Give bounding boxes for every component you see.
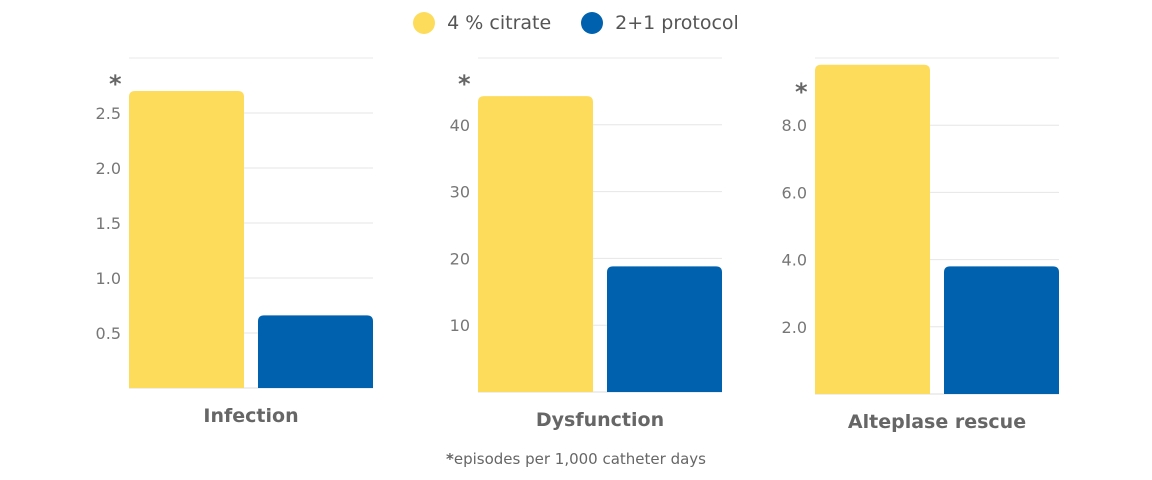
footnote: *episodes per 1,000 catheter days [0, 450, 1152, 468]
bar-protocol [607, 266, 722, 392]
footnote-text: episodes per 1,000 catheter days [453, 450, 706, 468]
legend-item-citrate[interactable]: 4 % citrate [413, 12, 551, 34]
y-tick-label: 40 [450, 116, 470, 135]
y-tick-label: 8.0 [782, 116, 807, 135]
y-tick-label: 1.0 [96, 269, 121, 288]
y-tick-label: 2.0 [96, 159, 121, 178]
chart-title: Infection [203, 405, 298, 427]
legend-label: 2+1 protocol [615, 12, 739, 34]
y-tick-label: 30 [450, 183, 470, 202]
axis-marker: * [458, 70, 471, 98]
bar-protocol [258, 315, 373, 388]
y-tick-label: 2.5 [96, 104, 121, 123]
bar-citrate [129, 91, 244, 388]
y-tick-label: 1.5 [96, 214, 121, 233]
axis-marker: * [109, 70, 122, 98]
axis-marker: * [795, 78, 808, 106]
bar-citrate [478, 96, 593, 393]
y-tick-label: 6.0 [782, 183, 807, 202]
y-tick-label: 4.0 [782, 251, 807, 270]
footnote-marker: * [445, 450, 454, 468]
y-tick-label: 20 [450, 249, 470, 268]
legend: 4 % citrate 2+1 protocol [0, 12, 1152, 34]
y-tick-label: 10 [450, 316, 470, 335]
bar-citrate [815, 64, 930, 394]
y-tick-label: 2.0 [782, 318, 807, 337]
chart-title: Alteplase rescue [848, 411, 1026, 433]
legend-item-protocol[interactable]: 2+1 protocol [581, 12, 739, 34]
legend-swatch [581, 12, 604, 34]
chart-title: Dysfunction [536, 409, 664, 431]
bar-protocol [944, 266, 1059, 394]
y-tick-label: 0.5 [96, 324, 121, 343]
legend-swatch [413, 12, 436, 34]
legend-label: 4 % citrate [447, 12, 552, 34]
